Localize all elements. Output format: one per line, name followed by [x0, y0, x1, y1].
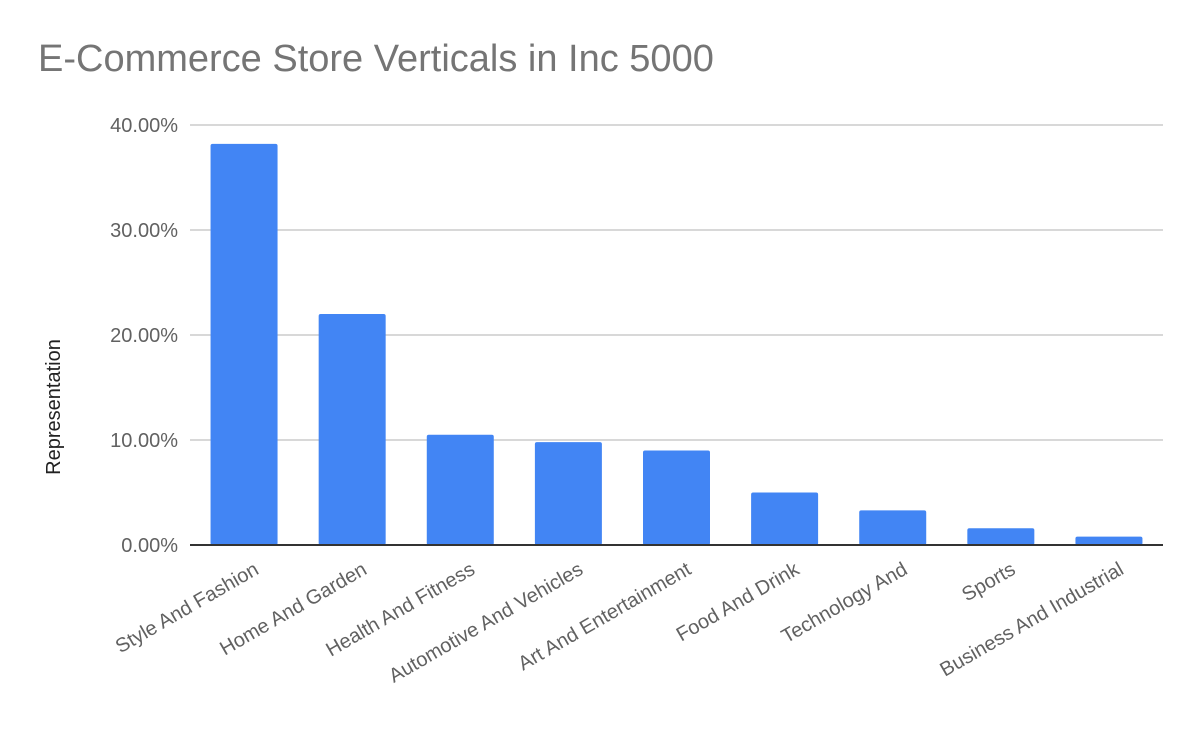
bars [210, 143, 1143, 545]
bar [1075, 536, 1143, 545]
bar [534, 442, 602, 545]
bar [751, 492, 819, 545]
y-tick-label: 10.00% [110, 430, 178, 452]
x-tick-label: Sports [958, 558, 1019, 606]
y-tick-label: 30.00% [110, 220, 178, 242]
bar [643, 450, 710, 545]
y-tick-label: 40.00% [110, 115, 178, 137]
bar [318, 314, 386, 545]
y-tick-label: 20.00% [110, 325, 178, 347]
bar [210, 143, 278, 545]
x-tick-label: Automotive And Vehicles [385, 558, 587, 687]
chart-title: E-Commerce Store Verticals in Inc 5000 [38, 38, 714, 80]
y-tick-labels: 0.00% 10.00% 20.00% 30.00% 40.00% [110, 115, 178, 557]
bar [426, 434, 494, 545]
x-tick-label: Business And Industrial [936, 558, 1127, 681]
y-axis-label: Representation [43, 339, 65, 475]
bar [967, 528, 1035, 545]
x-tick-label: Art And Entertainment [515, 558, 696, 675]
bar [859, 510, 927, 545]
y-tick-label: 0.00% [121, 535, 178, 557]
